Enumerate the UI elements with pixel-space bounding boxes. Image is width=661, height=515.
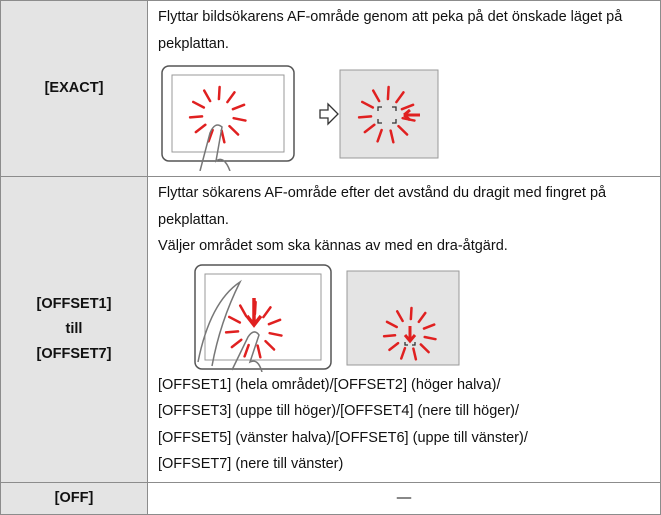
burst-ray [194, 123, 207, 134]
burst-ray [388, 341, 400, 351]
burst-ray [217, 85, 221, 101]
burst-ray [226, 91, 236, 104]
row-label: [EXACT] [44, 80, 104, 96]
burst-ray [231, 103, 246, 111]
burst-ray [412, 346, 418, 361]
burst-ray [422, 322, 436, 330]
option-line: [OFFSET3] (uppe till höger)/[OFFSET4] (n… [158, 403, 520, 419]
illustration [161, 65, 439, 171]
option-line: [OFFSET7] (nere till vänster) [158, 456, 344, 472]
burst-ray [268, 331, 283, 337]
value: — [396, 490, 412, 506]
option-line: [OFFSET5] (vänster halva)/[OFFSET6] (upp… [158, 429, 528, 446]
row-label: till [65, 321, 83, 337]
burst-ray [400, 346, 407, 360]
burst-ray [202, 89, 212, 103]
burst-ray [363, 123, 376, 134]
burst-ray [423, 335, 437, 340]
burst-ray [395, 91, 405, 104]
paragraph: Flyttar sökarens AF-område efter det avs… [158, 185, 607, 228]
finger [197, 279, 242, 366]
screen [346, 270, 460, 365]
burst-ray [385, 320, 398, 328]
paragraph: Flyttar bildsökarens AF-område genom att… [158, 9, 623, 52]
burst-ray [376, 128, 383, 143]
af-frame [377, 106, 397, 124]
label-cell: [EXACT] [0, 0, 148, 177]
text-cell: Flyttar bildsökarens AF-område genom att… [147, 0, 661, 177]
finger [199, 124, 231, 171]
burst-ray [253, 300, 257, 315]
burst-ray [267, 318, 282, 325]
burst-ray [395, 309, 404, 322]
burst-ray [243, 343, 250, 358]
burst-ray [228, 124, 240, 136]
burst-ray [389, 129, 395, 144]
burst-ray [238, 303, 248, 317]
burst-ray [220, 129, 226, 144]
burst-ray [401, 116, 416, 122]
af-frame [404, 341, 416, 346]
label-cell: [OFF] [0, 482, 148, 515]
screen [339, 69, 439, 159]
burst-ray [207, 128, 214, 143]
burst-ray [224, 329, 240, 334]
illustration [194, 263, 460, 372]
burst-ray [188, 115, 204, 119]
text-cell: — [147, 482, 661, 515]
finger [231, 330, 263, 372]
paragraph: Väljer området som ska kännas av med en … [158, 238, 508, 254]
row-label: [OFF] [54, 490, 94, 506]
burst-ray [262, 305, 272, 318]
row-label: [OFFSET7] [36, 346, 112, 362]
option-line: [OFFSET1] (hela området)/[OFFSET2] (höge… [158, 376, 501, 393]
burst-ray [264, 339, 276, 351]
burst-ray [360, 100, 375, 109]
arrow [319, 102, 339, 126]
burst-ray [419, 342, 430, 353]
touchpad-inner [204, 273, 322, 360]
burst-ray [386, 85, 390, 101]
burst-ray [382, 333, 397, 337]
burst-ray [232, 116, 247, 122]
red-arrow [403, 325, 417, 343]
row-label: [OFFSET1] [36, 296, 112, 312]
burst-ray [230, 338, 243, 348]
burst-ray [191, 100, 206, 109]
burst-ray [371, 89, 381, 103]
burst-ray [397, 124, 409, 136]
burst-ray [400, 103, 415, 111]
burst-ray [409, 306, 413, 320]
label-cell: [OFFSET1] till [OFFSET7] [0, 176, 148, 483]
touchpad [161, 65, 295, 162]
touchpad-inner [171, 74, 285, 153]
burst-ray [227, 315, 242, 324]
burst-ray [357, 115, 373, 119]
burst-ray [417, 311, 427, 323]
burst-ray [256, 343, 262, 359]
text-cell: Flyttar sökarens AF-område efter det avs… [147, 176, 661, 483]
